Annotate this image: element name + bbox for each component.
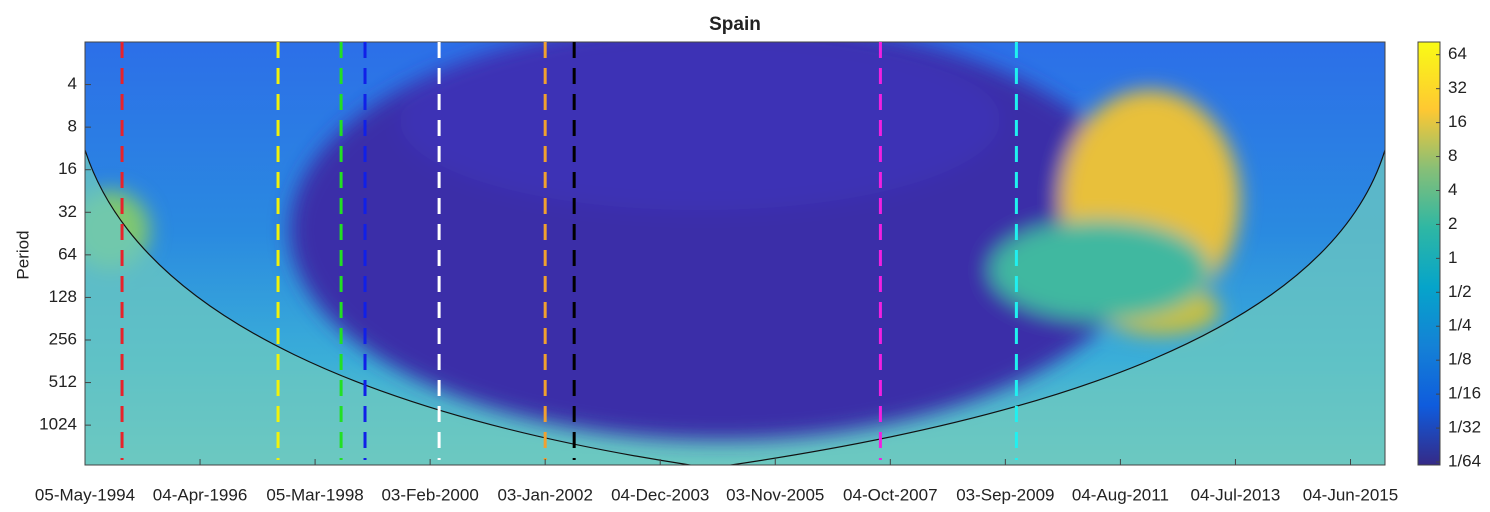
colorbar bbox=[1417, 41, 1441, 466]
y-tick-label: 1024 bbox=[39, 415, 77, 434]
heatmap bbox=[85, 42, 1385, 465]
colorbar-tick-label: 64 bbox=[1448, 44, 1467, 63]
y-tick-label: 64 bbox=[58, 244, 77, 263]
plot-frame bbox=[84, 41, 1386, 466]
colorbar-tick-label: 1/4 bbox=[1448, 316, 1472, 335]
x-tick-label: 03-Nov-2005 bbox=[726, 485, 824, 504]
colorbar-tick-label: 1/16 bbox=[1448, 384, 1481, 403]
y-tick-label: 256 bbox=[49, 329, 77, 348]
x-tick-label: 04-Oct-2007 bbox=[843, 485, 938, 504]
colorbar-tick-label: 1 bbox=[1448, 248, 1457, 267]
colorbar-tick-label: 1/8 bbox=[1448, 350, 1472, 369]
chart-title: Spain bbox=[709, 14, 761, 35]
colorbar-tick-label: 16 bbox=[1448, 112, 1467, 131]
colorbar-tick-label: 1/64 bbox=[1448, 451, 1481, 470]
x-tick-label: 04-Apr-1996 bbox=[153, 485, 248, 504]
colorbar-tick-label: 4 bbox=[1448, 180, 1457, 199]
y-tick-label: 8 bbox=[68, 117, 77, 136]
y-tick-label: 128 bbox=[49, 287, 77, 306]
x-tick-label: 04-Jun-2015 bbox=[1303, 485, 1398, 504]
x-tick-label: 05-May-1994 bbox=[35, 485, 135, 504]
y-tick-label: 32 bbox=[58, 202, 77, 221]
x-tick-label: 04-Dec-2003 bbox=[611, 485, 709, 504]
x-tick-label: 05-Mar-1998 bbox=[266, 485, 363, 504]
y-axis-label: Period bbox=[13, 230, 32, 279]
colorbar-tick-label: 1/2 bbox=[1448, 282, 1472, 301]
x-tick-label: 04-Aug-2011 bbox=[1072, 485, 1169, 504]
colorbar-tick-label: 2 bbox=[1448, 214, 1457, 233]
y-tick-label: 16 bbox=[58, 159, 77, 178]
y-tick-label: 512 bbox=[49, 372, 77, 391]
y-tick-label: 4 bbox=[68, 74, 77, 93]
x-tick-label: 03-Feb-2000 bbox=[381, 485, 478, 504]
x-tick-label: 03-Jan-2002 bbox=[497, 485, 592, 504]
colorbar-tick-label: 32 bbox=[1448, 78, 1467, 97]
x-tick-label: 04-Jul-2013 bbox=[1191, 485, 1281, 504]
x-tick-label: 03-Sep-2009 bbox=[956, 485, 1054, 504]
colorbar-tick-label: 8 bbox=[1448, 146, 1457, 165]
colorbar-tick-label: 1/32 bbox=[1448, 418, 1481, 437]
